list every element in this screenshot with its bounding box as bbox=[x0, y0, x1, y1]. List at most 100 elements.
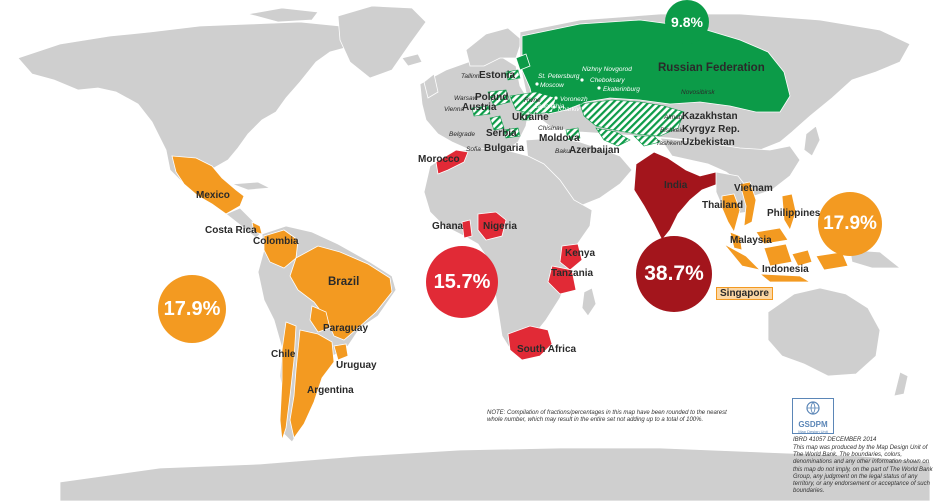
label-india: India bbox=[664, 180, 688, 191]
label-indonesia: Indonesia bbox=[762, 264, 809, 275]
bulgaria-shape bbox=[503, 127, 521, 139]
east-asia-shape bbox=[659, 137, 801, 197]
map-note: NOTE: Compilation of fractions/percentag… bbox=[487, 410, 727, 424]
label-south-africa: South Africa bbox=[517, 344, 577, 355]
label-ghana: Ghana bbox=[432, 221, 464, 232]
ukraine-shape bbox=[509, 91, 557, 115]
australia-shape bbox=[767, 287, 881, 377]
city-sofia: Sofia bbox=[466, 146, 481, 153]
east-asia-share-bubble: 17.9% bbox=[818, 192, 882, 256]
uzbekistan-shape bbox=[595, 127, 631, 147]
label-ukraine: Ukraine bbox=[512, 112, 549, 123]
south-asia-share-bubble: 38.7% bbox=[636, 236, 712, 312]
label-kazakhstan: Kazakhstan bbox=[682, 111, 738, 122]
ghana-shape bbox=[461, 219, 473, 239]
label-chile: Chile bbox=[271, 349, 296, 360]
arctic-islands-shape bbox=[247, 7, 319, 23]
serbia-shape bbox=[489, 115, 505, 131]
africa-share-bubble: 15.7% bbox=[426, 246, 498, 318]
south-africa-shape bbox=[507, 325, 553, 361]
label-morocco: Morocco bbox=[418, 154, 460, 165]
label-vietnam: Vietnam bbox=[734, 183, 773, 194]
label-singapore: Singapore bbox=[716, 287, 773, 300]
label-azerbaijan: Azerbaijan bbox=[569, 145, 620, 156]
poland-shape bbox=[487, 89, 511, 107]
central-america-shape bbox=[225, 207, 263, 239]
europe-central-asia-share: 9.8% bbox=[671, 14, 703, 30]
label-colombia: Colombia bbox=[253, 236, 299, 247]
indonesia-shape bbox=[723, 243, 849, 283]
madagascar-shape bbox=[581, 287, 597, 317]
label-estonia: Estonia bbox=[479, 70, 516, 81]
new-guinea-shape bbox=[849, 249, 902, 269]
city-almaty: Almaty bbox=[664, 114, 684, 121]
city-baku: Baku bbox=[555, 148, 570, 155]
estonia-shape bbox=[505, 69, 521, 81]
city-rivne: Rivne bbox=[524, 97, 541, 104]
europe-central-asia-share-bubble: 9.8% bbox=[665, 0, 709, 44]
city-moscow: Moscow bbox=[540, 82, 564, 89]
city-novosibirsk: Novosibirsk bbox=[681, 89, 715, 96]
uruguay-shape bbox=[333, 343, 349, 361]
brazil-shape bbox=[289, 245, 393, 341]
new-zealand-shape bbox=[893, 371, 909, 397]
azerbaijan-shape bbox=[565, 127, 581, 141]
label-austria: Austria bbox=[462, 102, 497, 113]
label-tanzania: Tanzania bbox=[551, 268, 594, 279]
city-nizhny-novgorod: Nizhny Novgorod bbox=[582, 66, 632, 73]
label-kenya: Kenya bbox=[565, 248, 596, 259]
india-shape bbox=[633, 151, 719, 241]
greenland-shape bbox=[337, 5, 427, 79]
moldova-shape bbox=[521, 111, 531, 121]
city-bishkek: Bishkek bbox=[660, 127, 683, 134]
latin-america-share: 17.9% bbox=[163, 297, 221, 320]
city-belgrade: Belgrade bbox=[449, 131, 476, 138]
argentina-shape bbox=[289, 329, 335, 439]
label-moldova: Moldova bbox=[539, 133, 580, 144]
label-malaysia: Malaysia bbox=[730, 235, 772, 246]
label-nigeria: Nigeria bbox=[483, 221, 517, 232]
credit-id: IBRD 41057 DECEMBER 2014 bbox=[793, 437, 877, 443]
japan-shape bbox=[803, 125, 821, 157]
city-zaporizhia: Zaporizhia bbox=[534, 103, 565, 110]
africa-share: 15.7% bbox=[433, 270, 491, 293]
cuba-shape bbox=[231, 181, 272, 191]
label-kyrgyz: Kyrgyz Rep. bbox=[682, 124, 740, 135]
east-asia-share: 17.9% bbox=[823, 213, 877, 234]
uk-shape bbox=[423, 73, 439, 99]
globe-icon bbox=[806, 401, 820, 415]
label-russia: Russian Federation bbox=[658, 62, 765, 74]
colombia-shape bbox=[263, 229, 299, 269]
antarctica-shape bbox=[59, 447, 931, 501]
city-ekaterinburg: Ekaterinburg bbox=[603, 86, 640, 93]
city-warsaw: Warsaw bbox=[454, 95, 478, 102]
city-chisinau: Chisinau bbox=[538, 125, 564, 132]
chile-shape bbox=[279, 321, 297, 441]
label-serbia: Serbia bbox=[486, 128, 517, 139]
scandinavia-shape bbox=[465, 27, 523, 67]
credit-text: This map was produced by the Map Design … bbox=[793, 445, 933, 495]
morocco-shape bbox=[435, 149, 469, 175]
malaysia-shape bbox=[729, 227, 789, 251]
label-thailand: Thailand bbox=[702, 200, 744, 211]
city-kharkiv: Kharkiv bbox=[558, 106, 580, 113]
thailand-shape bbox=[721, 193, 741, 234]
label-philippines: Philippines bbox=[767, 208, 821, 219]
iceland-shape bbox=[401, 53, 423, 67]
label-paraguay: Paraguay bbox=[323, 323, 369, 334]
city-tashkent: Tashkent bbox=[656, 140, 683, 147]
nigeria-shape bbox=[477, 211, 507, 241]
kyrgyz-shape bbox=[633, 135, 661, 147]
gsdpm-logo: GSDPM Map Design Unit bbox=[792, 398, 834, 434]
label-mexico: Mexico bbox=[196, 190, 230, 201]
russia-far-north-shape bbox=[515, 53, 531, 71]
label-bulgaria: Bulgaria bbox=[484, 143, 525, 154]
latin-america-share-bubble: 17.9% bbox=[158, 275, 226, 343]
paraguay-shape bbox=[309, 305, 331, 333]
south-asia-share: 38.7% bbox=[644, 262, 704, 285]
city-st-petersburg: St. Petersburg bbox=[538, 73, 580, 80]
label-costa-rica: Costa Rica bbox=[205, 225, 257, 236]
kazakhstan-shape bbox=[579, 99, 685, 137]
